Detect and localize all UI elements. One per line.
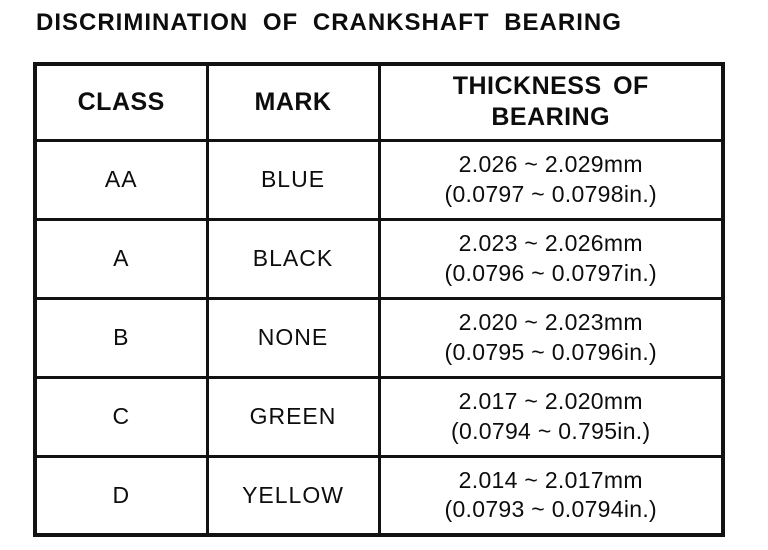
mark-value: YELLOW — [205, 454, 381, 537]
mark-value: GREEN — [205, 375, 381, 458]
thickness-value: 2.023 ~ 2.026mm (0.0796 ~ 0.0797in.) — [377, 217, 725, 300]
thickness-in: (0.0794 ~ 0.795in.) — [451, 417, 651, 444]
thickness-mm: 2.014 ~ 2.017mm — [458, 466, 643, 493]
class-value: AA — [33, 138, 209, 221]
thickness-mm: 2.023 ~ 2.026mm — [458, 230, 643, 257]
thickness-value: 2.017 ~ 2.020mm (0.0794 ~ 0.795in.) — [377, 375, 725, 458]
class-value: D — [33, 454, 209, 537]
thickness-value: 2.026 ~ 2.029mm (0.0797 ~ 0.0798in.) — [377, 138, 725, 221]
column-header-thickness-label: THICKNESS OF BEARING — [452, 72, 649, 132]
thickness-mm: 2.020 ~ 2.023mm — [458, 309, 643, 336]
thickness-in: (0.0793 ~ 0.0794in.) — [444, 496, 658, 523]
mark-value: NONE — [205, 296, 381, 379]
thickness-in: (0.0795 ~ 0.0796in.) — [444, 338, 658, 365]
table-row: A BLACK 2.023 ~ 2.026mm (0.0796 ~ 0.0797… — [33, 217, 725, 300]
column-header-class: CLASS — [33, 62, 209, 142]
table-row: B NONE 2.020 ~ 2.023mm (0.0795 ~ 0.0796i… — [33, 296, 725, 379]
thickness-value: 2.014 ~ 2.017mm (0.0793 ~ 0.0794in.) — [377, 454, 725, 537]
thickness-mm: 2.017 ~ 2.020mm — [458, 388, 643, 415]
thickness-mm: 2.026 ~ 2.029mm — [458, 151, 643, 178]
mark-value: BLUE — [205, 138, 381, 221]
table-row: AA BLUE 2.026 ~ 2.029mm (0.0797 ~ 0.0798… — [33, 138, 725, 221]
class-value: A — [33, 217, 209, 300]
mark-value: BLACK — [205, 217, 381, 300]
table-row: D YELLOW 2.014 ~ 2.017mm (0.0793 ~ 0.079… — [33, 454, 725, 537]
bearing-discrimination-table: CLASS MARK THICKNESS OF BEARING AA BLUE … — [33, 62, 725, 537]
page-title: DISCRIMINATION OF CRANKSHAFT BEARING — [36, 9, 622, 36]
column-header-mark: MARK — [205, 62, 381, 142]
table-row: C GREEN 2.017 ~ 2.020mm (0.0794 ~ 0.795i… — [33, 375, 725, 458]
table-header-row: CLASS MARK THICKNESS OF BEARING — [33, 62, 725, 142]
column-header-thickness: THICKNESS OF BEARING — [377, 62, 725, 142]
thickness-in: (0.0796 ~ 0.0797in.) — [444, 259, 658, 286]
thickness-in: (0.0797 ~ 0.0798in.) — [444, 180, 658, 207]
class-value: B — [33, 296, 209, 379]
thickness-value: 2.020 ~ 2.023mm (0.0795 ~ 0.0796in.) — [377, 296, 725, 379]
class-value: C — [33, 375, 209, 458]
